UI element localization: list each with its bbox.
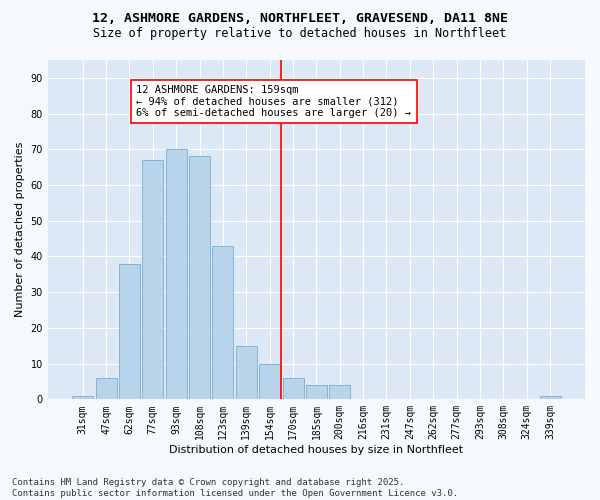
Bar [72,396,93,400]
Bar [95,378,116,400]
X-axis label: Distribution of detached houses by size in Northfleet: Distribution of detached houses by size … [169,445,463,455]
Bar [306,385,327,400]
Bar [142,160,163,400]
Bar [283,378,304,400]
Text: 12 ASHMORE GARDENS: 159sqm
← 94% of detached houses are smaller (312)
6% of semi: 12 ASHMORE GARDENS: 159sqm ← 94% of deta… [136,85,412,118]
Bar [539,396,560,400]
Bar [236,346,257,400]
Bar [329,385,350,400]
Text: 12, ASHMORE GARDENS, NORTHFLEET, GRAVESEND, DA11 8NE: 12, ASHMORE GARDENS, NORTHFLEET, GRAVESE… [92,12,508,26]
Bar [119,264,140,400]
Bar [259,364,280,400]
Bar [166,150,187,400]
Y-axis label: Number of detached properties: Number of detached properties [15,142,25,318]
Text: Size of property relative to detached houses in Northfleet: Size of property relative to detached ho… [94,28,506,40]
Text: Contains HM Land Registry data © Crown copyright and database right 2025.
Contai: Contains HM Land Registry data © Crown c… [12,478,458,498]
Bar [212,246,233,400]
Bar [189,156,210,400]
